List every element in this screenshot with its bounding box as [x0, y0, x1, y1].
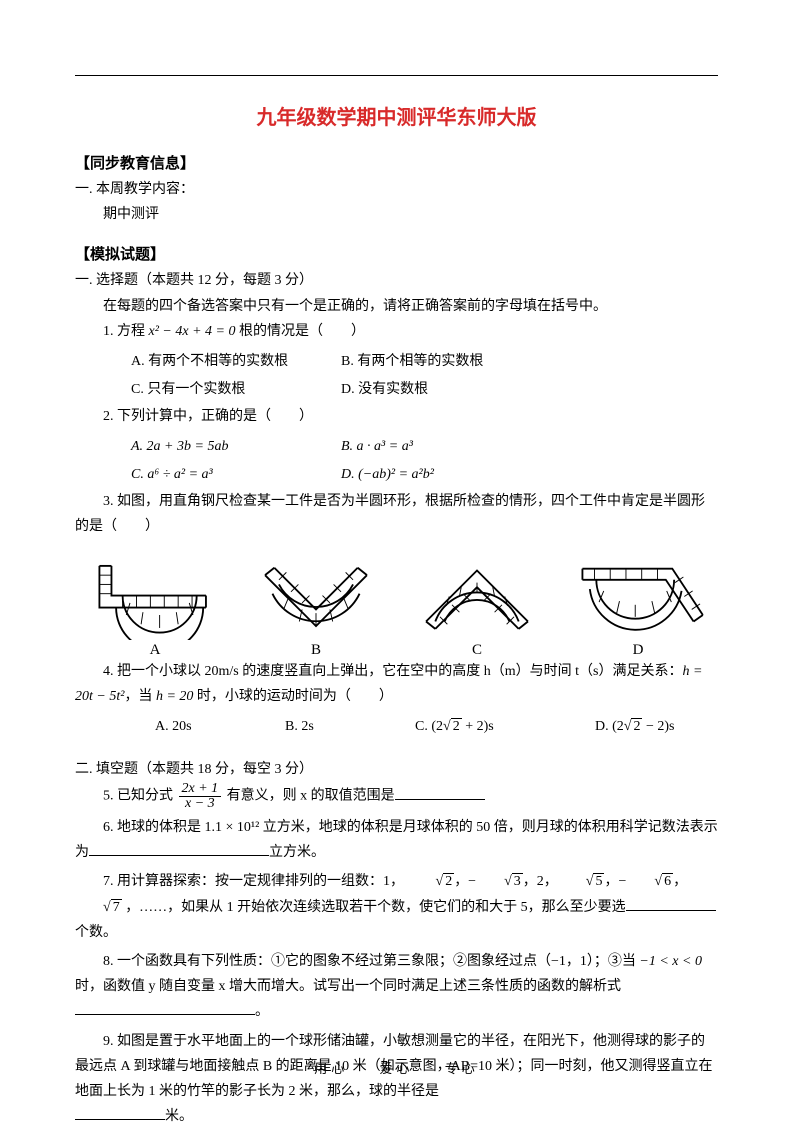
q7: 7. 用计算器探索：按一定规律排列的一组数：1， √2，−√3，2，√5，−√6… — [75, 869, 718, 945]
q8: 8. 一个函数具有下列性质：①它的图象不经过第三象限；②图象经过点（−1，1）；… — [75, 949, 718, 1025]
diagram-c-label: C — [407, 642, 547, 659]
q2-opt-a: A. 2a + 3b = 5ab — [131, 433, 341, 461]
q8-cond: −1 < x < 0 — [639, 954, 702, 969]
q4d-sqrt: 2 — [631, 718, 642, 734]
q2-options-row1: A. 2a + 3b = 5ab B. a · a³ = a³ — [75, 433, 718, 461]
q1-eq: x² − 4x + 4 = 0 — [149, 324, 236, 339]
q4-opt-b: B. 2s — [285, 713, 375, 741]
fill-head: 二. 填空题（本题共 18 分，每空 3 分） — [75, 757, 718, 782]
q4-stem: 4. 把一个小球以 20m/s 的速度竖直向上弹出，它在空中的高度 h（m）与时… — [75, 659, 718, 709]
footer: 用心 爱心 专心 — [0, 1058, 793, 1077]
q1-options-row1: A. 有两个不相等的实数根 B. 有两个相等的实数根 — [75, 348, 718, 376]
top-divider — [75, 75, 718, 76]
diagram-c: C — [407, 552, 547, 659]
footer-c: 专心 — [445, 1061, 479, 1076]
q7-end: 个数。 — [75, 925, 117, 940]
diagram-a-label: A — [85, 642, 225, 659]
diagram-a: A — [85, 552, 225, 659]
q4-p2: 时，小球的运动时间为（ ） — [193, 689, 393, 704]
q1-options-row2: C. 只有一个实数根 D. 没有实数根 — [75, 376, 718, 404]
diagram-b-svg — [246, 552, 386, 640]
q2-opt-c: C. a⁶ ÷ a² = a³ — [131, 461, 341, 489]
q7-s4: 7 — [111, 899, 122, 915]
diagram-d: D — [568, 552, 708, 659]
q7-post: ，……，如果从 1 开始依次连续选取若干个数，使它们的和大于 5，那么至少要选 — [125, 900, 626, 915]
diagram-c-svg — [407, 552, 547, 640]
q8-p2: 时，函数值 y 随自变量 x 增大而增大。试写出一个同时满足上述三条性质的函数的… — [75, 979, 621, 994]
q5-blank — [395, 786, 485, 800]
q2-opt-b: B. a · a³ = a³ — [341, 433, 551, 461]
mcq-head: 一. 选择题（本题共 12 分，每题 3 分） — [75, 268, 718, 293]
q8-end: 。 — [255, 1004, 269, 1019]
q4-opt-c: C. (2√2 + 2)s — [415, 713, 555, 741]
q1-post: 根的情况是（ ） — [235, 324, 365, 339]
q5: 5. 已知分式 2x + 1 x − 3 有意义，则 x 的取值范围是 — [75, 782, 718, 811]
q1-pre: 1. 方程 — [103, 324, 149, 339]
q8-p1: 8. 一个函数具有下列性质：①它的图象不经过第三象限；②图象经过点（−1，1）；… — [103, 954, 636, 969]
section2-heading: 【模拟试题】 — [75, 243, 718, 264]
q4-opt-a: A. 20s — [155, 713, 245, 741]
diagram-b: B — [246, 552, 386, 659]
q4c-post: + 2)s — [462, 719, 494, 734]
section1-heading: 【同步教育信息】 — [75, 152, 718, 173]
s1-line1: 一. 本周教学内容： — [75, 177, 718, 202]
q1-opt-b: B. 有两个相等的实数根 — [341, 348, 551, 376]
mcq-intro: 在每题的四个备选答案中只有一个是正确的，请将正确答案前的字母填在括号中。 — [75, 294, 718, 319]
q6-p1: 6. 地球的体积是 — [103, 820, 205, 835]
q2-opt-d: D. (−ab)² = a²b² — [341, 461, 551, 489]
q5-post: 有意义，则 x 的取值范围是 — [227, 789, 395, 804]
q7-s1: 3 — [512, 873, 523, 889]
diagram-d-svg — [568, 552, 708, 640]
q2-stem: 2. 下列计算中，正确的是（ ） — [75, 404, 718, 429]
q4-mid: ，当 — [124, 689, 156, 704]
q7-pre: 7. 用计算器探索：按一定规律排列的一组数：1， — [103, 874, 404, 889]
q7-two: 2 — [537, 874, 544, 889]
q1-stem: 1. 方程 x² − 4x + 4 = 0 根的情况是（ ） — [75, 319, 718, 344]
q7-blank — [626, 897, 716, 911]
q4-opt-d: D. (2√2 − 2)s — [595, 713, 674, 741]
q3-stem: 3. 如图，用直角钢尺检查某一工件是否为半圆环形，根据所检查的情形，四个工件中肯… — [75, 489, 718, 539]
diagram-d-label: D — [568, 642, 708, 659]
q1-opt-c: C. 只有一个实数根 — [131, 376, 341, 404]
q3-diagrams: A B — [75, 544, 718, 659]
page-title: 九年级数学期中测评华东师大版 — [75, 101, 718, 130]
q6-exp: 1.1 × 10¹² — [205, 820, 260, 835]
q9-blank — [75, 1106, 165, 1120]
diagram-b-label: B — [246, 642, 386, 659]
q7-s0: 2 — [443, 873, 454, 889]
q4-p1: 4. 把一个小球以 20m/s 的速度竖直向上弹出，它在空中的高度 h（m）与时… — [103, 664, 682, 679]
q7-s3: 6 — [662, 873, 673, 889]
q4c-sqrt: 2 — [451, 718, 462, 734]
q9: 9. 如图是置于水平地面上的一个球形储油罐，小敏想测量它的半径，在阳光下，他测得… — [75, 1029, 718, 1129]
q6-unit: 立方米。 — [269, 845, 325, 860]
q5-num: 2x + 1 — [179, 782, 222, 797]
diagram-a-svg — [85, 552, 225, 640]
q5-den: x − 3 — [179, 797, 222, 811]
footer-a: 用心 — [314, 1061, 348, 1076]
q8-blank — [75, 1001, 255, 1015]
q4d-pre: D. (2 — [595, 719, 624, 734]
q4d-post: − 2)s — [642, 719, 674, 734]
q5-pre: 5. 已知分式 — [103, 789, 177, 804]
q4-eq2: h = 20 — [156, 689, 193, 704]
footer-b: 爱心 — [379, 1061, 413, 1076]
q1-opt-a: A. 有两个不相等的实数根 — [131, 348, 341, 376]
q2-options-row2: C. a⁶ ÷ a² = a³ D. (−ab)² = a²b² — [75, 461, 718, 489]
q7-s2: 5 — [593, 873, 604, 889]
q5-frac: 2x + 1 x − 3 — [179, 782, 222, 811]
q6-blank — [89, 842, 269, 856]
q4-options: A. 20s B. 2s C. (2√2 + 2)s D. (2√2 − 2)s — [75, 713, 718, 741]
q6: 6. 地球的体积是 1.1 × 10¹² 立方米，地球的体积是月球体积的 50 … — [75, 815, 718, 865]
q1-opt-d: D. 没有实数根 — [341, 376, 551, 404]
s1-line2: 期中测评 — [75, 202, 718, 227]
q4c-pre: C. (2 — [415, 719, 443, 734]
